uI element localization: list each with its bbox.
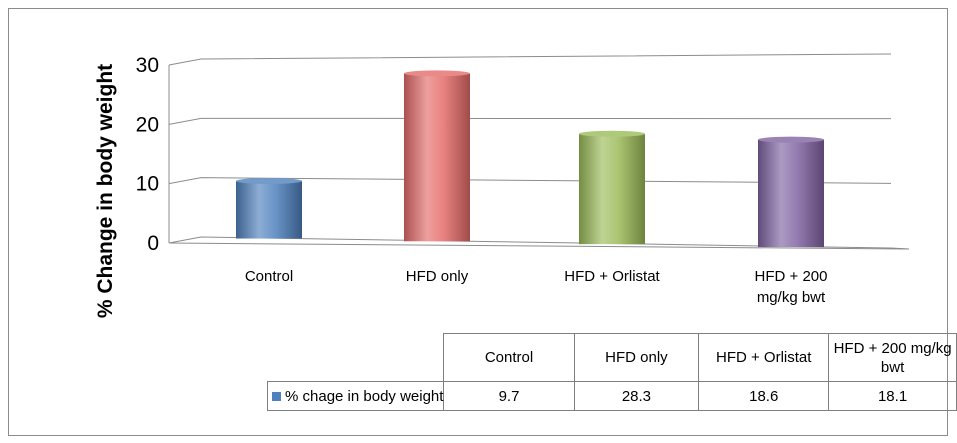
bar — [758, 139, 824, 248]
table-header-cell: HFD + Orlistat — [698, 333, 830, 382]
data-table: Control HFD only HFD + Orlistat HFD + 20… — [266, 333, 957, 411]
y-axis-label: % Change in body weight — [94, 64, 117, 318]
x-category-label: HFD + Orlistat — [564, 268, 660, 285]
table-header-cell: Control — [443, 333, 575, 382]
y-tick-label: 0 — [147, 232, 159, 255]
gridline — [168, 177, 892, 185]
chart-frame: 0 10 20 30 Control HFD only HFD + Orlistat HFD… — [8, 8, 948, 436]
bar-top — [579, 130, 645, 137]
gridline — [168, 53, 892, 66]
table-header-cell: HFD + 200 mg/kg bwt — [828, 333, 957, 382]
x-category-label: HFD + 200 — [755, 268, 828, 285]
bar — [236, 180, 302, 239]
bar-top — [404, 70, 470, 77]
table-value-cell: 28.3 — [573, 381, 700, 411]
bar-top — [758, 136, 824, 143]
table-value-cell: 18.6 — [698, 381, 830, 411]
y-tick-label: 20 — [136, 113, 159, 136]
table-value-cell: 18.1 — [828, 381, 957, 411]
bar — [579, 133, 645, 245]
x-category-label: mg/kg bwt — [757, 289, 826, 306]
bar-top — [236, 177, 302, 184]
bar-chart: 0 10 20 30 Control HFD only HFD + Orlistat HFD… — [94, 53, 910, 318]
bar — [404, 73, 470, 242]
x-category-label: Control — [245, 268, 293, 285]
y-tick-label: 10 — [136, 173, 159, 196]
table-corner-cell — [267, 333, 445, 382]
floor-edge — [168, 242, 910, 250]
x-category-label: HFD only — [406, 268, 469, 285]
y-tick-label: 30 — [136, 54, 159, 77]
gridline — [168, 236, 892, 249]
table-header-cell: HFD only — [573, 333, 700, 382]
gridline — [168, 117, 892, 125]
series-name-cell: % chage in body weight — [266, 381, 445, 411]
table-value-cell: 9.7 — [443, 381, 575, 411]
table-header-row: Control HFD only HFD + Orlistat HFD + 20… — [267, 333, 957, 382]
legend-key-swatch — [272, 391, 281, 401]
table-row: % chage in body weight 9.7 28.3 18.6 18.… — [266, 381, 957, 411]
